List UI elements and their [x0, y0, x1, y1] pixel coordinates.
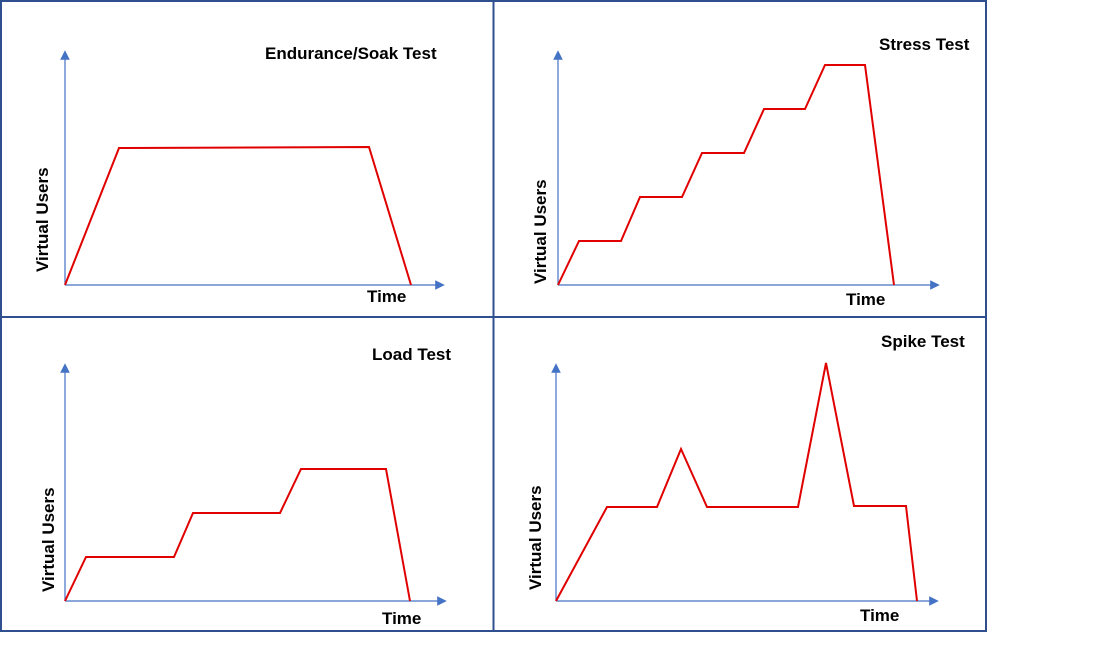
stress-title: Stress Test: [879, 35, 970, 54]
spike-panel: [551, 362, 939, 606]
endurance-soak-x-label: Time: [367, 287, 407, 306]
load-x-label: Time: [382, 609, 422, 628]
load-profile-line: [555, 362, 918, 602]
endurance-soak-title: Endurance/Soak Test: [265, 44, 437, 63]
stress-y-label: Virtual Users: [531, 179, 550, 284]
load-profile-line: [64, 468, 411, 602]
load-profile-line: [557, 64, 895, 286]
panel-frame: [0, 0, 987, 632]
load-panel: [60, 363, 447, 606]
load-y-label: Virtual Users: [39, 487, 58, 592]
load-profile-line: [64, 145, 412, 286]
spike-x-label: Time: [860, 606, 900, 625]
spike-y-label: Virtual Users: [526, 485, 545, 590]
stress-x-label: Time: [846, 290, 886, 309]
stress-panel: [553, 50, 940, 290]
spike-title: Spike Test: [881, 332, 965, 351]
load-title: Load Test: [372, 345, 452, 364]
endurance-soak-panel: [60, 50, 445, 290]
endurance-soak-y-label: Virtual Users: [33, 167, 52, 272]
